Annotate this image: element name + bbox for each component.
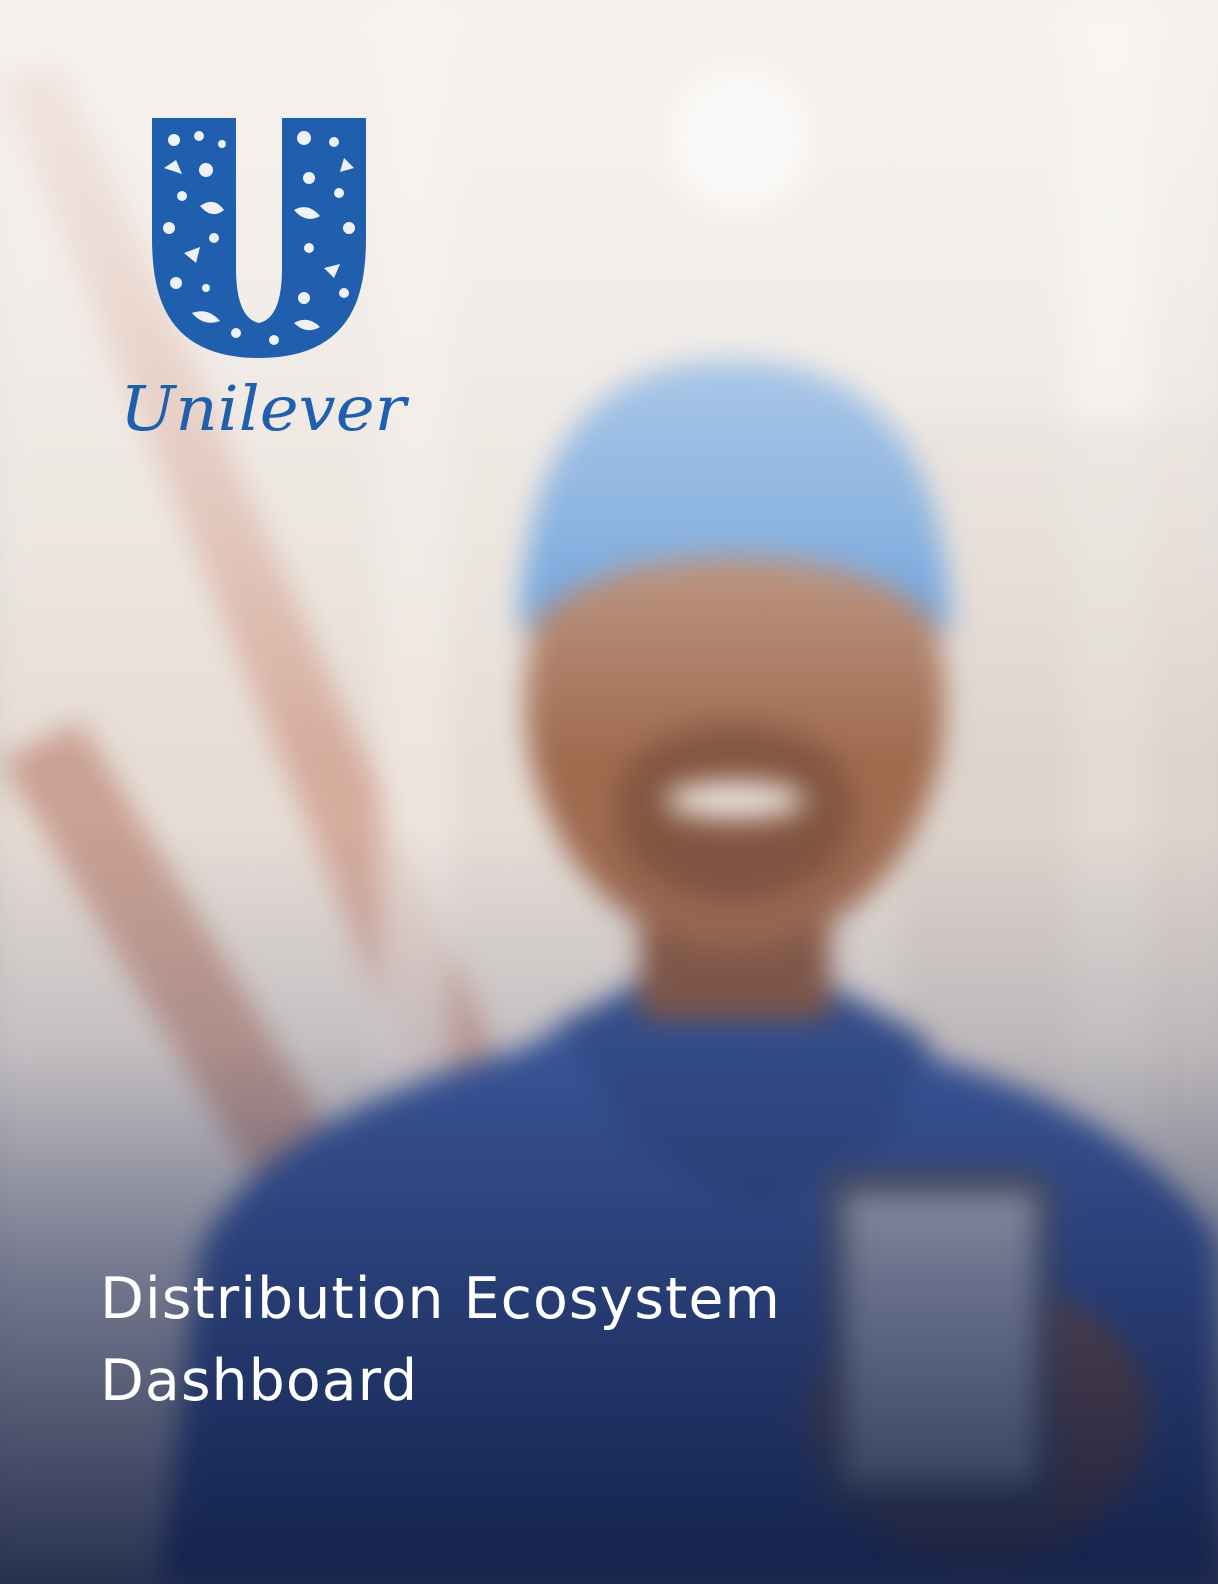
unilever-wordmark: Unilever [120, 372, 410, 445]
page-title: Distribution Ecosystem Dashboard [100, 1258, 1000, 1422]
page-title-line-2: Dashboard [100, 1348, 419, 1414]
page-title-line-1: Distribution Ecosystem [100, 1266, 781, 1332]
unilever-logo: Unilever [118, 118, 410, 448]
unilever-wordmark-text: Unilever [120, 372, 410, 445]
unilever-u-icon [152, 118, 366, 358]
